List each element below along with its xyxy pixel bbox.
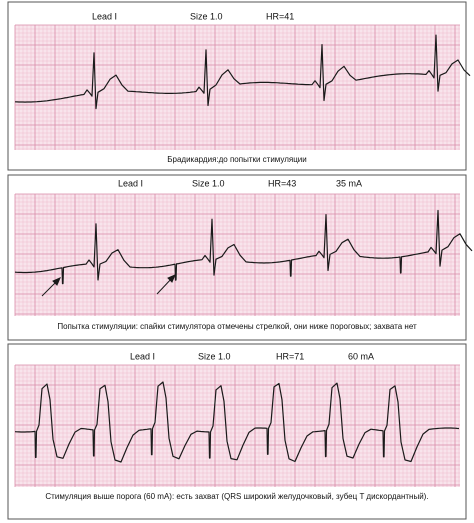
hr-label: HR=43 [268,178,296,188]
grid-major [14,364,460,487]
traces [14,34,473,463]
size-label: Size 1.0 [192,178,225,188]
ecg-trace [14,381,460,463]
ecg-grid [14,193,460,316]
ecg-grid [14,364,460,487]
stimulus-arrow [41,277,61,297]
ecg-trace [14,34,471,110]
lead-label: Lead I [118,178,143,188]
current-label: 35 mA [336,178,362,188]
lead-label: Lead I [130,351,155,361]
ecg-trace [14,209,473,285]
size-label: Size 1.0 [198,351,231,361]
size-label: Size 1.0 [190,11,223,21]
stimulus-arrow [156,274,176,295]
caption: Попытка стимуляции: спайки стимулятора о… [57,322,417,331]
caption: Стимуляция выше порога (60 mA): есть зах… [45,492,428,501]
current-label: 60 mA [348,351,374,361]
ecg-grid [14,24,460,150]
lead-label: Lead I [92,11,117,21]
grid-minor [15,365,460,487]
grids [14,24,460,487]
grid-background [15,194,460,316]
caption: Брадикардия:до попытки стимуляции [167,155,307,164]
hr-label: HR=71 [276,351,304,361]
grid-major [14,24,460,150]
grid-background [15,25,460,150]
hr-label: HR=41 [266,11,294,21]
grid-background [15,365,460,487]
